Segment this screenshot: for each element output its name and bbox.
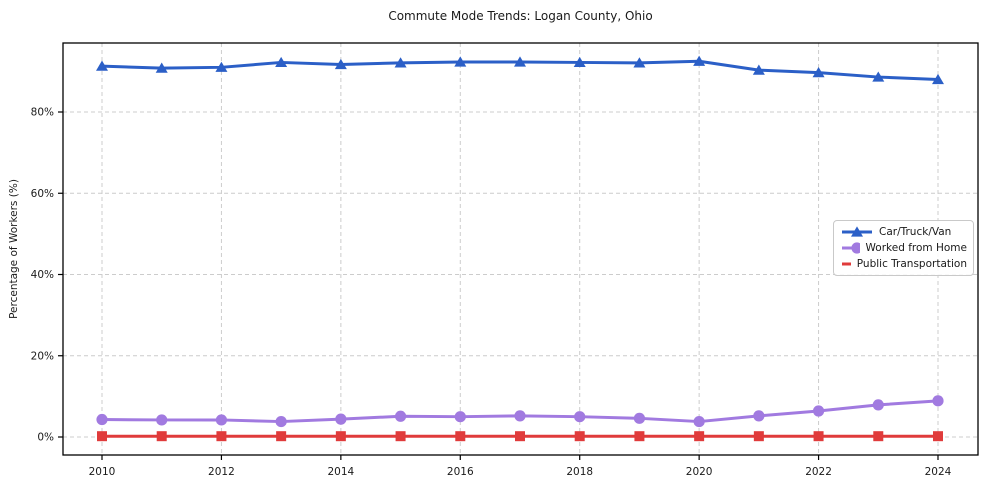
legend: Car/Truck/Van Worked from Home Public Tran…: [833, 220, 974, 276]
axis-ticks: [58, 111, 939, 460]
legend-circle-swatch-icon: [842, 242, 860, 254]
y-tick-label: 80%: [31, 107, 54, 119]
series-public-transportation: [97, 431, 943, 442]
chart-title: Commute Mode Trends: Logan County, Ohio: [388, 9, 653, 23]
y-tick-label: 0%: [37, 432, 54, 444]
x-tick-label: 2014: [327, 466, 354, 478]
x-tick-label: 2012: [208, 466, 235, 478]
plot-border: [62, 42, 979, 456]
x-tick-label: 2022: [805, 466, 832, 478]
series-worked-from-home: [96, 395, 944, 428]
legend-entry: Public Transportation: [841, 258, 967, 270]
y-tick-label: 40%: [31, 269, 54, 281]
legend-entry: Car/Truck/Van: [841, 226, 967, 238]
axis-tick-labels: 0% 20% 40% 60% 80% 2010 2012 2014 2016 2018 2020 20…: [31, 107, 952, 478]
x-tick-label: 2018: [566, 466, 593, 478]
x-tick-label: 2024: [925, 466, 952, 478]
legend-entry-label: Worked from Home: [865, 242, 967, 254]
y-tick-label: 20%: [31, 350, 54, 362]
legend-entry-label: Public Transportation: [856, 258, 967, 270]
x-tick-label: 2016: [447, 466, 474, 478]
x-tick-label: 2020: [686, 466, 713, 478]
legend-square-swatch-icon: [842, 262, 851, 266]
legend-entry: Worked from Home: [841, 242, 967, 254]
legend-entry-label: Car/Truck/Van: [879, 226, 952, 238]
legend-triangle-swatch-icon: [842, 226, 872, 237]
series-car-truck-van: [96, 55, 944, 85]
y-tick-label: 60%: [31, 188, 54, 200]
x-tick-label: 2010: [89, 466, 116, 478]
